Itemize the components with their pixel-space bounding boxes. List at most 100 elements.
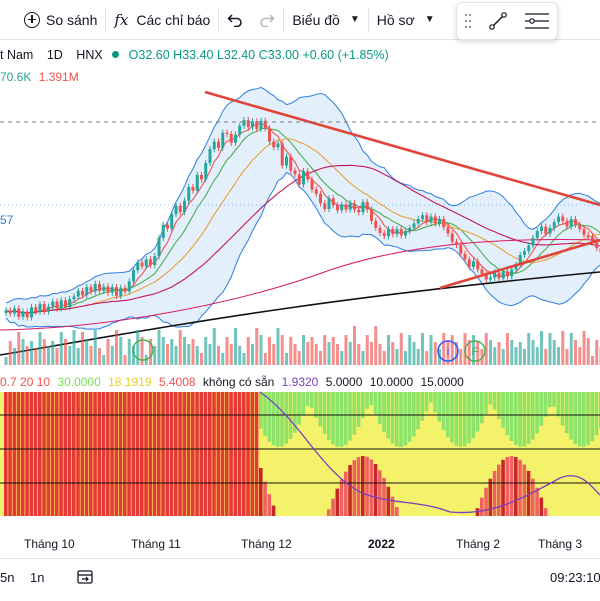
candle-body xyxy=(281,143,284,165)
oscillator-bar xyxy=(93,392,97,516)
volume-bar xyxy=(268,337,271,365)
range-1y[interactable]: 1n xyxy=(30,570,44,585)
volume-bar xyxy=(153,346,156,365)
compare-button[interactable]: So sánh xyxy=(0,0,105,40)
candle-body xyxy=(107,286,110,292)
oscillator-bar xyxy=(463,392,467,446)
candle-body xyxy=(243,120,246,126)
candle-body xyxy=(332,198,335,205)
oscillator-bar xyxy=(382,392,386,432)
candle-body xyxy=(170,214,173,228)
oscillator-bar xyxy=(170,392,174,516)
volume-bar xyxy=(196,346,199,365)
candle-body xyxy=(30,307,33,317)
candle-body xyxy=(285,157,288,166)
oscillator-bar xyxy=(348,465,352,516)
oscillator-bar xyxy=(387,487,391,516)
line-tool-icon[interactable] xyxy=(487,10,509,32)
candle-body xyxy=(221,133,224,148)
volume-bar xyxy=(179,330,182,365)
oscillator-bar xyxy=(336,489,340,516)
volume-bar xyxy=(85,339,88,365)
oscillator-bar xyxy=(21,392,25,516)
volume-bar xyxy=(396,349,399,365)
change-value: +0.60 (+1.85%) xyxy=(302,48,388,62)
volume-bar xyxy=(289,337,292,365)
interval[interactable]: 1D xyxy=(47,48,63,62)
volume-bar xyxy=(47,346,50,365)
oscillator-bar xyxy=(535,392,539,433)
candle-body xyxy=(336,205,339,210)
candle-body xyxy=(549,228,552,234)
candle-body xyxy=(319,194,322,203)
candle-body xyxy=(43,304,46,312)
volume-bars xyxy=(5,326,600,365)
volume-bar xyxy=(532,340,535,365)
candle-body xyxy=(128,281,131,291)
oscillator-bar xyxy=(59,392,63,516)
candle-body xyxy=(574,219,577,225)
chart-type-button[interactable]: Biểu đồ ▼ xyxy=(284,0,367,40)
oscillator-bar xyxy=(374,392,378,415)
volume-value-b: 1.391M xyxy=(39,70,79,84)
volume-bar xyxy=(238,346,241,365)
oscillator-bar xyxy=(89,392,93,516)
oscillator-bar xyxy=(501,392,505,428)
oscillator-bar xyxy=(64,392,68,516)
oscillator-bar xyxy=(68,392,72,516)
indicators-button[interactable]: fx Các chỉ báo xyxy=(106,0,218,40)
oscillator-bar xyxy=(412,392,416,436)
oscillator-bar xyxy=(382,478,386,516)
legend-line-volume: 70.6K 1.391M xyxy=(0,70,79,84)
volume-bar xyxy=(68,346,71,365)
clock-time: 09:23:10 xyxy=(550,570,600,585)
volume-bar xyxy=(345,335,348,365)
candle-body xyxy=(425,215,428,222)
volume-bar xyxy=(587,338,590,365)
volume-bar xyxy=(489,340,492,365)
volume-bar xyxy=(200,353,203,365)
volume-bar xyxy=(111,346,114,365)
volume-bar xyxy=(73,330,76,365)
volume-bar xyxy=(319,351,322,365)
oscillator-bar xyxy=(132,392,136,516)
time-axis[interactable]: Tháng 10 Tháng 11 Tháng 12 2022 Tháng 2 … xyxy=(0,530,600,558)
redo-button[interactable] xyxy=(251,0,283,40)
oscillator-bar xyxy=(578,392,582,447)
oscillator-bar xyxy=(225,392,229,516)
volume-bar xyxy=(332,337,335,365)
profile-button[interactable]: Hồ sơ ▼ xyxy=(369,0,443,40)
range-5y[interactable]: 5n xyxy=(0,570,14,585)
candle-body xyxy=(455,242,458,245)
settings-lines-icon[interactable] xyxy=(524,10,550,32)
candle-body xyxy=(400,229,403,235)
oscillator-bar xyxy=(183,392,187,516)
indicator-value-4: 1.9320 xyxy=(282,375,319,389)
oscillator-bar xyxy=(561,392,565,425)
date-range-icon[interactable] xyxy=(76,568,94,586)
candle-body xyxy=(268,128,271,141)
volume-bar xyxy=(498,342,501,365)
candle-body xyxy=(391,229,394,234)
symbol-legend: t Nam 1D HNX O32.60 H33.40 L32.40 C33.00… xyxy=(0,44,600,84)
undo-button[interactable] xyxy=(219,0,251,40)
oscillator-bar xyxy=(289,392,293,439)
volume-bar xyxy=(566,349,569,365)
candle-body xyxy=(557,217,560,223)
oscillator-bar xyxy=(178,392,182,516)
oscillator-bar xyxy=(263,482,267,516)
candle-body xyxy=(408,228,411,231)
candle-body xyxy=(374,221,377,228)
time-label: Tháng 10 xyxy=(24,537,75,551)
volume-bar xyxy=(379,344,382,365)
oscillator-bar xyxy=(506,457,510,516)
volume-bar xyxy=(315,344,318,365)
volume-bar xyxy=(213,328,216,365)
chart-type-label: Biểu đồ xyxy=(292,12,339,28)
symbol-name[interactable]: t Nam xyxy=(0,48,33,62)
volume-bar xyxy=(519,342,522,365)
candle-body xyxy=(353,203,356,209)
drag-handle-icon[interactable] xyxy=(464,12,472,30)
oscillator-bar xyxy=(161,392,165,516)
